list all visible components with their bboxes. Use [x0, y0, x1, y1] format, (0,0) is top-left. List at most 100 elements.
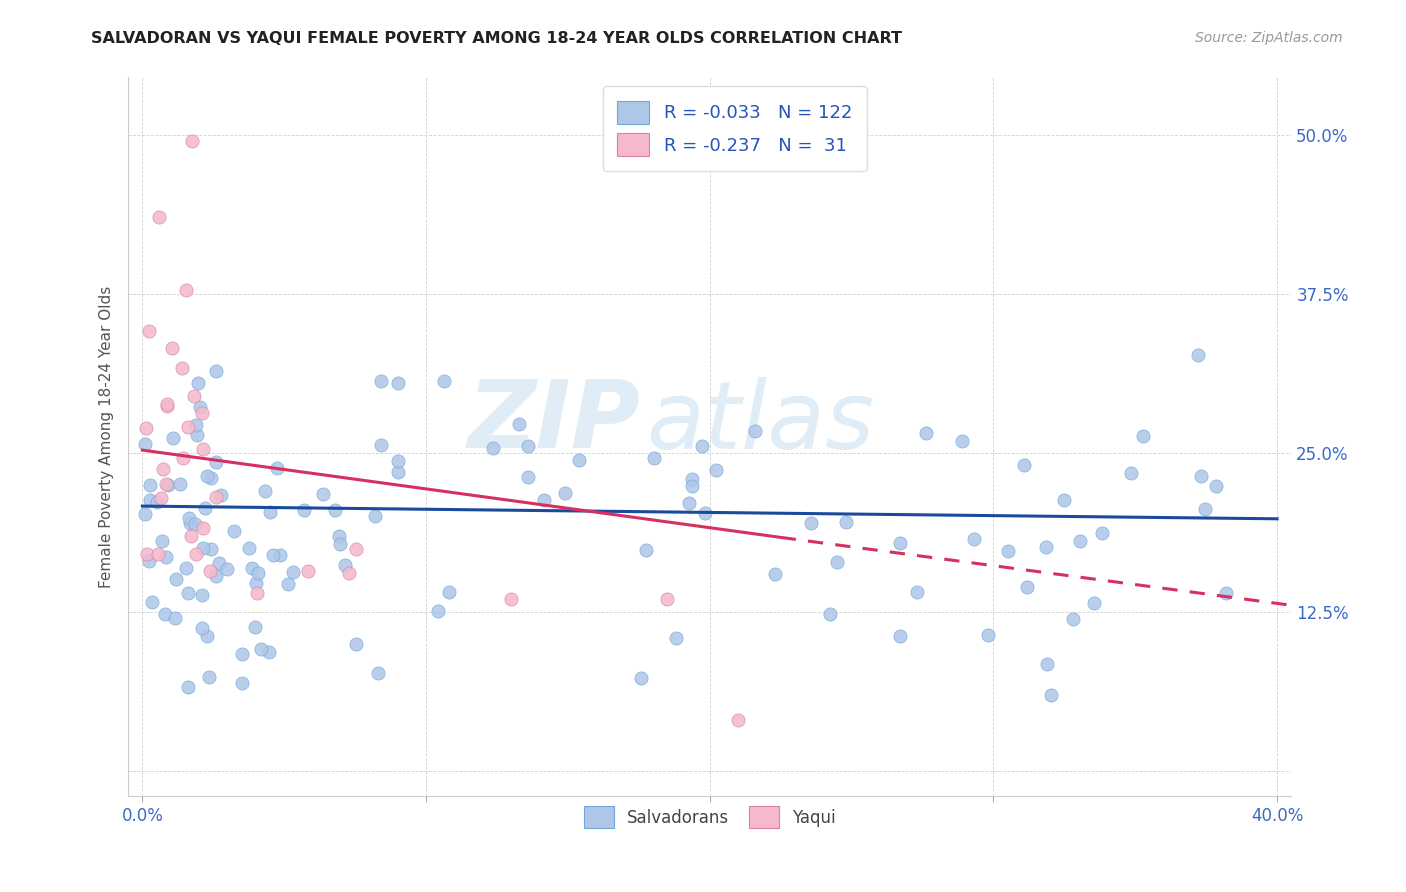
Point	[139, 493, 162, 508]
Point	[145, 494, 167, 508]
Point	[269, 548, 291, 562]
Point	[744, 424, 766, 438]
Point	[1012, 458, 1035, 472]
Point	[333, 558, 356, 572]
Point	[191, 407, 214, 421]
Point	[1053, 493, 1076, 508]
Point	[173, 451, 195, 466]
Point	[179, 516, 201, 531]
Point	[163, 611, 186, 625]
Point	[1062, 612, 1084, 626]
Point	[950, 434, 973, 449]
Point	[328, 529, 350, 543]
Point	[329, 537, 352, 551]
Point	[312, 487, 335, 501]
Point	[177, 419, 200, 434]
Point	[657, 591, 679, 606]
Point	[914, 426, 936, 441]
Point	[186, 428, 208, 442]
Point	[162, 341, 184, 355]
Point	[905, 585, 928, 599]
Point	[643, 451, 665, 466]
Point	[184, 516, 207, 531]
Point	[134, 508, 156, 522]
Point	[198, 670, 221, 684]
Point	[1035, 657, 1057, 672]
Point	[704, 463, 727, 477]
Point	[139, 478, 162, 492]
Point	[827, 555, 849, 569]
Point	[162, 431, 184, 445]
Point	[222, 524, 245, 539]
Point	[1187, 347, 1209, 361]
Text: ZIP: ZIP	[467, 376, 640, 468]
Point	[433, 374, 456, 388]
Point	[198, 564, 221, 578]
Point	[155, 476, 177, 491]
Text: Source: ZipAtlas.com: Source: ZipAtlas.com	[1195, 31, 1343, 45]
Point	[1194, 502, 1216, 516]
Point	[169, 477, 191, 491]
Point	[186, 548, 208, 562]
Point	[337, 566, 360, 581]
Point	[281, 566, 304, 580]
Point	[997, 544, 1019, 558]
Point	[835, 515, 858, 529]
Point	[257, 645, 280, 659]
Point	[370, 438, 392, 452]
Point	[209, 488, 232, 502]
Point	[977, 628, 1000, 642]
Point	[240, 561, 263, 575]
Point	[1039, 688, 1062, 702]
Point	[200, 471, 222, 485]
Legend: Salvadorans, Yaqui: Salvadorans, Yaqui	[576, 800, 842, 835]
Point	[138, 554, 160, 568]
Point	[568, 453, 591, 467]
Point	[254, 484, 277, 499]
Point	[665, 632, 688, 646]
Point	[1069, 534, 1091, 549]
Point	[136, 548, 159, 562]
Point	[277, 577, 299, 591]
Point	[155, 550, 177, 565]
Point	[174, 560, 197, 574]
Point	[204, 490, 226, 504]
Point	[763, 567, 786, 582]
Point	[231, 647, 253, 661]
Point	[184, 418, 207, 433]
Point	[1035, 540, 1057, 554]
Point	[266, 460, 288, 475]
Point	[695, 506, 717, 520]
Point	[238, 541, 260, 555]
Point	[678, 495, 700, 509]
Point	[205, 455, 228, 469]
Point	[554, 486, 576, 500]
Point	[183, 389, 205, 403]
Point	[191, 621, 214, 635]
Point	[208, 556, 231, 570]
Text: SALVADORAN VS YAQUI FEMALE POVERTY AMONG 18-24 YEAR OLDS CORRELATION CHART: SALVADORAN VS YAQUI FEMALE POVERTY AMONG…	[91, 31, 903, 46]
Point	[200, 541, 222, 556]
Point	[297, 564, 319, 578]
Point	[364, 508, 387, 523]
Point	[245, 575, 267, 590]
Point	[370, 374, 392, 388]
Point	[367, 666, 389, 681]
Point	[170, 360, 193, 375]
Point	[191, 442, 214, 456]
Point	[195, 469, 218, 483]
Point	[134, 437, 156, 451]
Point	[533, 493, 555, 508]
Point	[1132, 428, 1154, 442]
Point	[156, 397, 179, 411]
Point	[191, 588, 214, 602]
Point	[215, 562, 238, 576]
Point	[508, 417, 530, 432]
Point	[344, 542, 367, 557]
Point	[889, 536, 911, 550]
Point	[1015, 580, 1038, 594]
Point	[195, 629, 218, 643]
Point	[135, 421, 157, 435]
Point	[174, 283, 197, 297]
Point	[1119, 466, 1142, 480]
